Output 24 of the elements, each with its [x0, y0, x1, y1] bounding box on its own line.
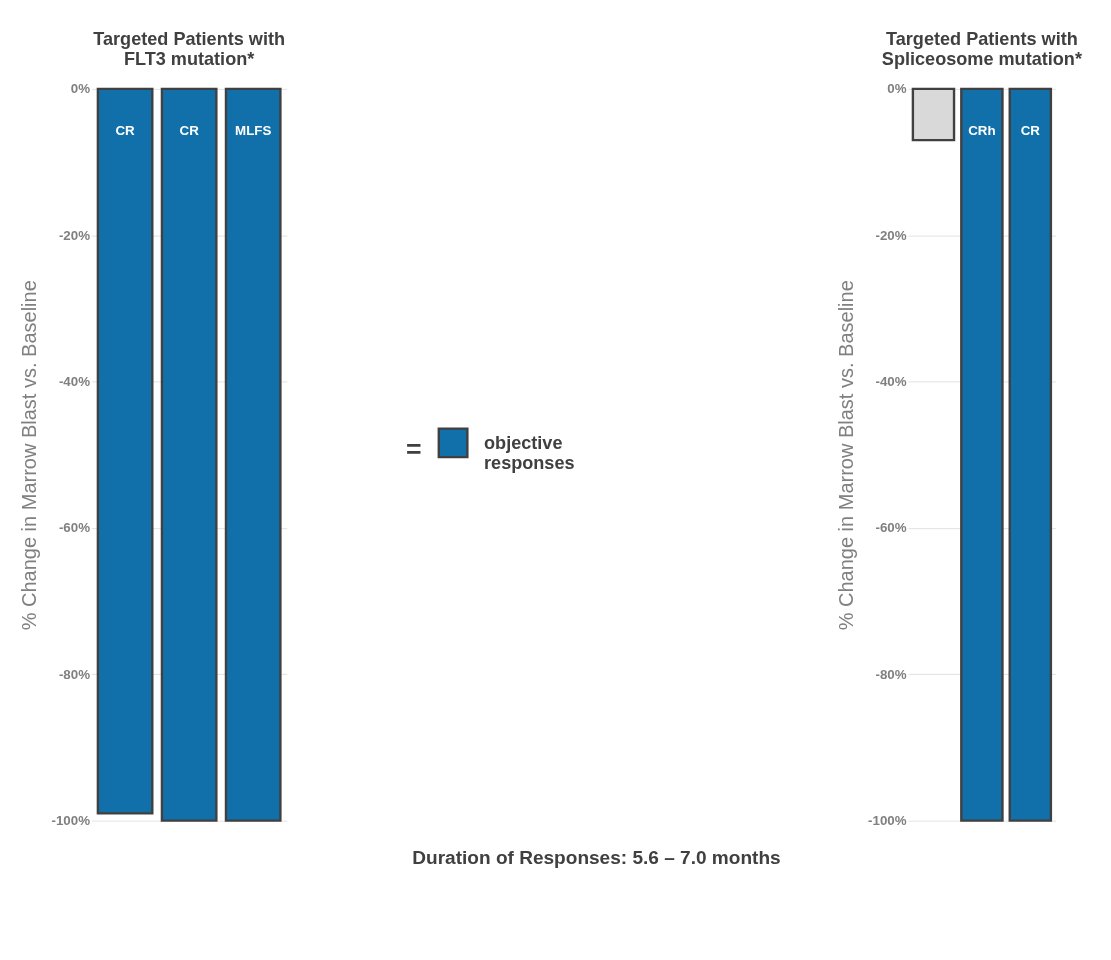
- y-tick-label: -40%: [875, 373, 907, 389]
- y-tick-label: -100%: [868, 812, 907, 828]
- y-tick-label: -80%: [58, 666, 91, 682]
- y-tick-label: -60%: [875, 520, 907, 536]
- y-tick-label: -40%: [58, 373, 91, 389]
- y-axis-title: % Change in Marrow Blast vs. Baseline: [834, 280, 857, 631]
- text: Duration of Responses: 5.6 – 7.0 months: [412, 846, 781, 868]
- y-tick-label: -80%: [875, 666, 907, 682]
- legend-label: objective responses: [484, 432, 575, 473]
- y-tick-label: 0%: [887, 81, 907, 97]
- y-tick-label: -20%: [58, 227, 91, 243]
- chart-title: Targeted Patients with Spliceosome mutation*: [881, 29, 1083, 70]
- data-label: CRh: [968, 122, 996, 138]
- legend-title: =: [405, 433, 422, 464]
- y-tick-label: 0%: [70, 81, 91, 97]
- y-tick-label: -60%: [58, 520, 91, 536]
- y-axis-title: % Change in Marrow Blast vs. Baseline: [18, 280, 41, 631]
- text: CR: [179, 122, 199, 138]
- y-tick-label: -100%: [51, 812, 91, 828]
- text: CR: [115, 122, 135, 138]
- data-label: CR: [1020, 122, 1041, 138]
- chart-title: Targeted Patients with FLT3 mutation*: [93, 29, 285, 70]
- y-tick-label: -20%: [875, 227, 907, 243]
- text: MLFS: [235, 122, 272, 138]
